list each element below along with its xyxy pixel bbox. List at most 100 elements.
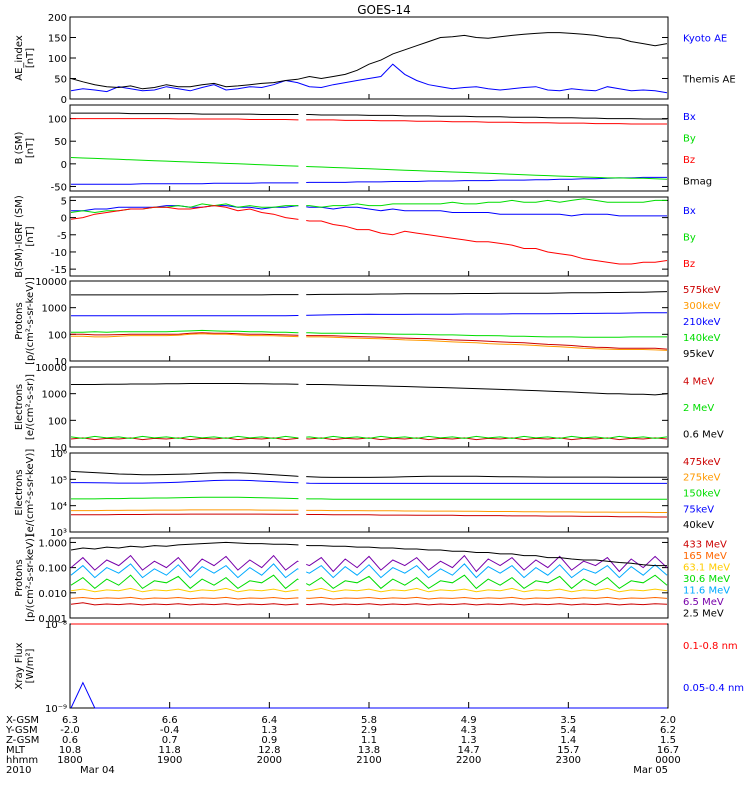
time-row-value: 1.4: [560, 735, 576, 746]
legend-label: By: [683, 133, 696, 144]
time-row-value: 6.6: [162, 715, 178, 726]
time-row-value: 0000: [655, 755, 680, 766]
y-axis-label: AE_index: [14, 35, 25, 81]
panel-0: 0 50 100 150 200 AE_index [nT] Kyoto AE Themis A…: [14, 13, 736, 106]
legend-label: 75keV: [683, 504, 714, 515]
time-row-value: 2100: [356, 755, 381, 766]
ytick-label: 0.100: [38, 564, 67, 575]
ytick-label: 50: [54, 137, 67, 148]
data-gap: [298, 368, 307, 446]
legend-label: 2.5 MeV: [683, 608, 724, 619]
series-line: [70, 205, 668, 265]
series-line: [70, 563, 668, 579]
ytick-label: 5: [61, 196, 67, 207]
ytick-label: 1.000: [38, 538, 67, 549]
time-row-value: 0.7: [162, 735, 178, 746]
series-line: [70, 32, 668, 90]
legend-label: By: [683, 233, 696, 244]
ytick-label: 0.010: [38, 589, 67, 600]
series-line: [70, 602, 668, 606]
time-row-value: 2300: [556, 755, 581, 766]
panel-frame: [69, 537, 669, 619]
time-row-value: 0.9: [261, 735, 277, 746]
ytick-label: 50: [54, 75, 67, 86]
time-row-value: 12.8: [258, 745, 280, 756]
time-row-value: 0.6: [62, 735, 78, 746]
y-axis-label: Protons: [14, 559, 25, 596]
series-line: [70, 554, 668, 573]
ytick-label: 10⁻⁸: [45, 620, 67, 631]
time-row-value: 2200: [456, 755, 481, 766]
ytick-label: -50: [51, 182, 67, 193]
series-line: [71, 329, 667, 338]
time-row-label: hhmm: [6, 755, 38, 766]
series-line: [71, 291, 668, 296]
time-row-value: 6.2: [660, 725, 676, 736]
ytick-label: 0: [61, 95, 67, 106]
time-row-value: 5.8: [361, 715, 377, 726]
legend-label: Bmag: [683, 176, 712, 187]
ytick-label: 10: [54, 443, 67, 454]
series-line: [70, 435, 668, 439]
series-line: [71, 479, 667, 484]
y-axis-label: [nT]: [25, 226, 36, 246]
series-line: [70, 63, 668, 94]
y-axis-label: Electrons: [14, 384, 25, 430]
ytick-label: 10³: [50, 528, 67, 539]
legend-label: 150keV: [683, 489, 721, 500]
series-line: [71, 496, 667, 500]
series-line: [70, 587, 668, 593]
time-row-value: 16.7: [657, 745, 679, 756]
ytick-label: 0.001: [38, 614, 67, 625]
series-line: [71, 176, 667, 185]
legend-label: Bx: [683, 112, 696, 123]
y-axis-label: Xray Flux: [14, 642, 25, 689]
time-axis: X-GSM 6.3 6.6 6.4 5.8 4.9 3.5 2.0 Y-GSM -2.0 -0.4 1…: [5, 94, 681, 776]
ytick-label: 10: [54, 357, 67, 368]
panel-1: -50 0 50 100 B (SM) [nT] Bx By Bz Bmag: [14, 104, 712, 193]
legend-label: 2 MeV: [683, 403, 714, 414]
time-row-label: MLT: [6, 745, 26, 756]
legend-label: 575keV: [683, 285, 721, 296]
time-row-value: 1800: [57, 755, 82, 766]
time-row-value: 1.3: [261, 725, 277, 736]
legend-label: Bx: [683, 206, 696, 217]
time-row-value: 1.3: [461, 735, 477, 746]
ytick-label: 200: [48, 13, 67, 24]
y-axis-label: Electrons: [14, 469, 25, 515]
y-axis-label: B (SM): [14, 131, 25, 164]
legend-label: 95keV: [683, 349, 714, 360]
time-row-value: 13.8: [358, 745, 380, 756]
series-line: [71, 205, 667, 217]
series-line: [71, 383, 668, 396]
legend-label: 4 MeV: [683, 376, 714, 387]
panel-5: 10³ 10⁴ 10⁵ 10⁶ Electrons [e/(cm²-s-sr-keV)] 4…: [14, 449, 721, 539]
legend-label: Themis AE: [682, 75, 736, 86]
legend-label: 433 MeV: [683, 540, 727, 551]
y-axis-label: [W/m²]: [25, 648, 36, 683]
y-axis-label: [e/(cm²-s-sr-keV)]: [25, 449, 36, 537]
panel-3: 10 100 1000 10000 Protons [p/(cm²-s-sr-keV)] 5…: [14, 277, 721, 368]
legend-label: 165 MeV: [683, 551, 727, 562]
panel-7: 10⁻⁹ 10⁻⁸ Xray Flux [W/m²] 0.1-0.8 nm 0.05-0.…: [14, 620, 744, 715]
ytick-label: -10: [51, 248, 67, 259]
time-row-label: Z-GSM: [6, 735, 39, 746]
data-gap: [298, 625, 307, 707]
series-line: [70, 596, 668, 600]
panel-6: 0.001 0.010 0.100 1.000 Protons [p/(cm²-s-sr-…: [14, 534, 730, 625]
time-row-value: 3.5: [560, 715, 576, 726]
ytick-label: 100: [48, 416, 67, 427]
panel-4: 10 100 1000 10000 Electrons [e/(cm²-s-sr)] 4 M…: [14, 363, 724, 454]
time-row-value: 2.0: [660, 715, 676, 726]
ytick-label: 10⁻⁹: [45, 704, 67, 715]
time-row-value: 4.3: [461, 725, 477, 736]
y-axis-label: B(SM)-IGRF (SM): [14, 195, 25, 278]
series-line: [71, 513, 667, 518]
panel-frame: [69, 623, 669, 709]
legend-label: Bz: [683, 259, 695, 270]
time-row-value: 10.8: [59, 745, 81, 756]
data-gap: [298, 454, 307, 531]
legend-label: 210keV: [683, 317, 721, 328]
